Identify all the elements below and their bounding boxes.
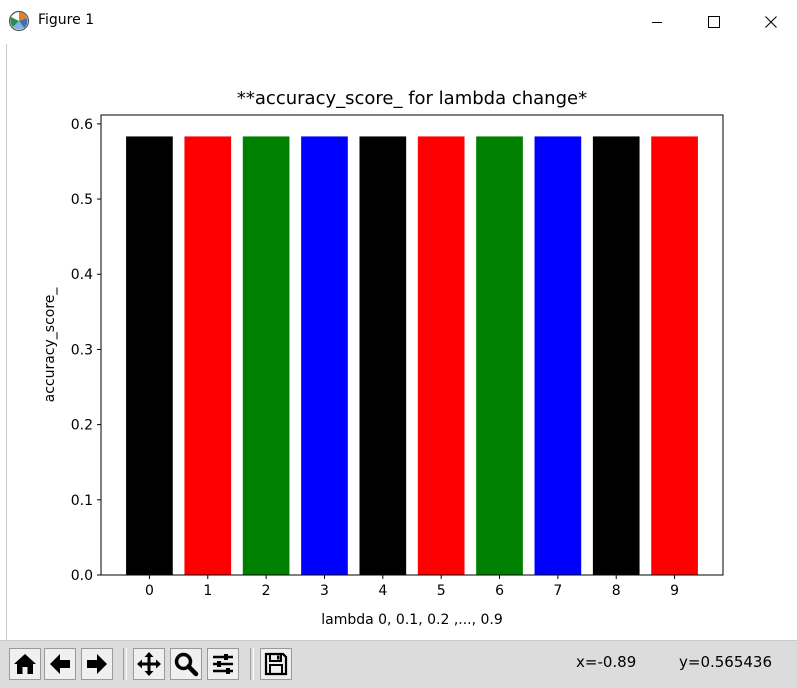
bar-0	[126, 136, 173, 575]
home-button[interactable]	[9, 648, 41, 680]
window-titlebar: Figure 1	[0, 0, 797, 44]
x-tick-label: 8	[612, 583, 621, 599]
y-tick-label: 0.3	[71, 342, 93, 358]
pan-icon	[137, 652, 161, 676]
y-tick-label: 0.4	[71, 267, 93, 283]
bar-7	[534, 136, 582, 575]
x-axis-label: lambda 0, 0.1, 0.2 ,..., 0.9	[321, 612, 503, 628]
bar-5	[417, 136, 465, 575]
x-tick-label: 1	[203, 583, 212, 599]
bar-6	[476, 136, 523, 575]
minimize-button[interactable]	[628, 0, 686, 44]
x-coordinate-readout: x=-0.89	[576, 653, 637, 671]
bar-4	[359, 136, 407, 575]
zoom-icon	[174, 652, 199, 677]
toolbar-separator	[250, 648, 254, 680]
plot-frame	[100, 114, 724, 576]
y-tick-label: 0.0	[71, 568, 93, 584]
minimize-icon	[652, 22, 662, 23]
bar-3	[301, 136, 348, 575]
x-tick-label: 6	[495, 583, 504, 599]
y-tick-label: 0.1	[71, 493, 93, 509]
y-tick-label: 0.6	[71, 117, 93, 133]
y-coordinate-readout: y=0.565436	[679, 653, 773, 671]
y-tick-label: 0.5	[71, 192, 93, 208]
configure-subplots-icon	[213, 654, 233, 674]
toolbar-separator	[123, 648, 127, 680]
y-axis-label: accuracy_score_	[42, 287, 58, 403]
back-button[interactable]	[44, 648, 76, 680]
back-icon	[50, 654, 70, 674]
window-left-edge	[0, 44, 7, 640]
x-tick-label: 2	[262, 583, 271, 599]
close-button[interactable]	[742, 0, 797, 44]
bar-9	[651, 136, 698, 575]
maximize-icon	[708, 16, 720, 28]
bar-2	[242, 136, 290, 575]
save-button[interactable]	[260, 648, 292, 680]
bar-1	[184, 136, 232, 575]
chart-title: **accuracy_score_ for lambda change*	[237, 88, 587, 109]
navigation-toolbar: x=-0.89 y=0.565436	[0, 640, 797, 688]
figure-canvas[interactable]: **accuracy_score_ for lambda change* 0.0…	[0, 44, 797, 640]
configure-subplots-button[interactable]	[207, 648, 239, 680]
close-icon	[765, 16, 777, 28]
forward-icon	[87, 654, 107, 674]
x-tick-label: 4	[378, 583, 387, 599]
x-tick-label: 9	[670, 583, 679, 599]
zoom-button[interactable]	[170, 648, 202, 680]
y-tick-label: 0.2	[71, 418, 93, 434]
bar-8	[592, 136, 640, 575]
forward-button[interactable]	[81, 648, 113, 680]
x-tick-label: 0	[145, 583, 154, 599]
x-tick-label: 7	[553, 583, 562, 599]
save-icon	[264, 652, 288, 676]
home-icon	[14, 654, 36, 674]
x-tick-label: 5	[437, 583, 446, 599]
x-tick-label: 3	[320, 583, 329, 599]
window-title: Figure 1	[38, 12, 95, 28]
maximize-button[interactable]	[685, 0, 743, 44]
matplotlib-icon	[8, 10, 30, 32]
pan-button[interactable]	[133, 648, 165, 680]
